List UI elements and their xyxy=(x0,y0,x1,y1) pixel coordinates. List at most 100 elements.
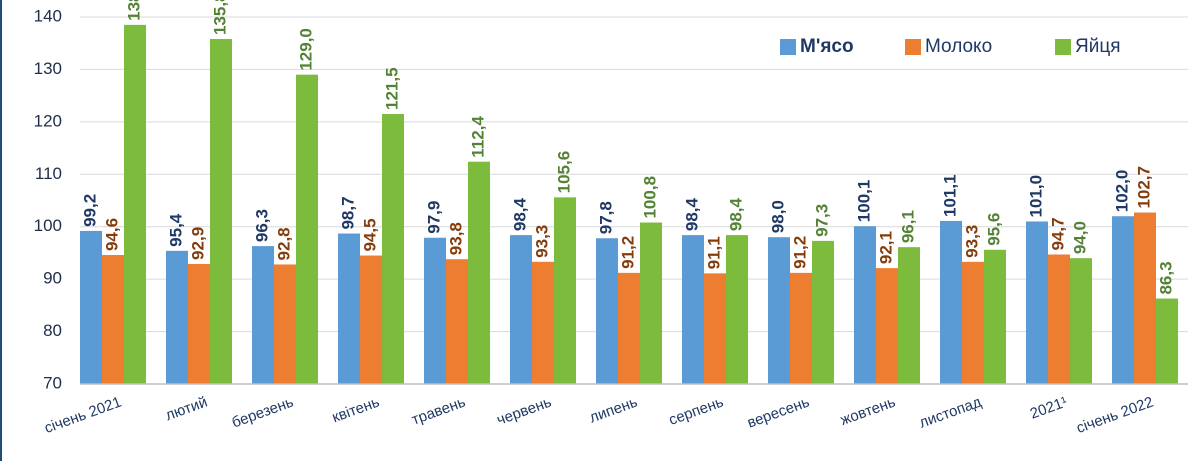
value-label: 94,5 xyxy=(360,218,379,251)
x-tick-label: січень 2021 xyxy=(42,394,124,438)
value-label: 92,9 xyxy=(188,227,207,260)
bar xyxy=(768,237,790,384)
value-label: 98,4 xyxy=(510,197,529,231)
value-label: 101,0 xyxy=(1026,175,1045,218)
value-label: 100,1 xyxy=(854,180,873,223)
y-tick-label: 110 xyxy=(35,164,62,183)
y-tick-label: 100 xyxy=(34,216,62,235)
value-label: 92,1 xyxy=(876,231,895,264)
x-tick-label: березень xyxy=(230,393,296,431)
bar xyxy=(1134,212,1156,384)
x-tick-label: жовтень xyxy=(838,393,898,429)
value-label: 93,3 xyxy=(532,225,551,258)
value-label: 138,5 xyxy=(124,0,143,21)
value-label: 94,7 xyxy=(1048,217,1067,250)
value-label: 91,1 xyxy=(704,236,723,269)
x-tick-label: лютий xyxy=(163,394,210,425)
legend-swatch xyxy=(780,39,796,55)
x-tick-label: серпень xyxy=(667,393,726,428)
legend-swatch xyxy=(905,39,921,55)
bar xyxy=(854,226,876,384)
bar xyxy=(382,113,404,384)
y-tick-label: 70 xyxy=(43,373,62,392)
bar xyxy=(188,263,210,384)
value-label: 102,0 xyxy=(1112,170,1131,213)
bar xyxy=(296,74,318,385)
bar xyxy=(1026,221,1048,384)
left-border xyxy=(0,0,2,461)
value-label: 91,2 xyxy=(790,236,809,269)
value-label: 98,4 xyxy=(682,197,701,231)
value-label: 112,4 xyxy=(468,116,487,158)
x-tick-label: липень xyxy=(587,393,640,426)
value-label: 97,9 xyxy=(424,201,443,234)
value-label: 94,0 xyxy=(1070,221,1089,254)
value-label: 95,6 xyxy=(984,213,1003,246)
bar xyxy=(898,247,920,384)
value-label: 100,8 xyxy=(640,176,659,219)
bar xyxy=(1048,254,1070,384)
bar xyxy=(704,273,726,384)
value-label: 97,3 xyxy=(812,204,831,237)
bar xyxy=(210,39,232,385)
legend-label: Молоко xyxy=(925,36,992,57)
value-label: 94,6 xyxy=(102,218,121,251)
bar xyxy=(510,235,532,384)
value-label: 86,3 xyxy=(1156,261,1175,294)
bar xyxy=(812,240,834,384)
y-tick-label: 120 xyxy=(34,111,62,130)
bar xyxy=(984,249,1006,384)
value-label: 102,7 xyxy=(1134,166,1153,209)
value-label: 98,4 xyxy=(726,197,745,231)
x-tick-label: квітень xyxy=(330,393,382,426)
value-label: 98,0 xyxy=(768,200,787,233)
value-label: 97,8 xyxy=(596,201,615,234)
bar xyxy=(532,261,554,384)
value-label: 95,4 xyxy=(166,213,185,247)
y-tick-label: 90 xyxy=(43,269,62,288)
bar xyxy=(424,237,446,384)
value-label: 135,8 xyxy=(210,0,229,35)
bar xyxy=(940,220,962,384)
value-label: 99,2 xyxy=(80,194,99,227)
legend-label: М'ясо xyxy=(800,36,854,57)
bar xyxy=(962,261,984,384)
bar xyxy=(274,264,296,384)
x-tick-label: 2021¹ xyxy=(1028,394,1070,423)
value-label: 93,8 xyxy=(446,222,465,255)
bar xyxy=(166,250,188,384)
bar xyxy=(338,233,360,384)
bar xyxy=(790,272,812,384)
y-tick-label: 80 xyxy=(43,321,62,340)
bar xyxy=(1112,216,1134,384)
bar xyxy=(468,161,490,384)
bar xyxy=(80,230,102,384)
bar xyxy=(360,255,382,384)
bar xyxy=(124,24,146,384)
legend-label: Яйця xyxy=(1075,36,1121,57)
value-label: 121,5 xyxy=(382,67,401,110)
value-label: 101,1 xyxy=(940,174,959,217)
x-tick-label: січень 2022 xyxy=(1074,394,1156,438)
bar xyxy=(618,272,640,384)
bar xyxy=(726,235,748,384)
value-label: 98,7 xyxy=(338,196,357,229)
value-label: 91,2 xyxy=(618,236,637,269)
value-label: 93,3 xyxy=(962,225,981,258)
x-tick-label: вересень xyxy=(745,393,812,431)
bar xyxy=(640,222,662,384)
value-label: 92,8 xyxy=(274,227,293,260)
bar xyxy=(252,246,274,384)
value-label: 129,0 xyxy=(296,28,315,71)
value-label: 96,3 xyxy=(252,209,271,242)
bar xyxy=(1156,298,1178,384)
bar xyxy=(682,235,704,384)
bar xyxy=(876,268,898,384)
bar xyxy=(554,197,576,384)
value-label: 96,1 xyxy=(898,210,917,243)
bar xyxy=(446,259,468,384)
y-tick-label: 130 xyxy=(34,59,62,78)
bar xyxy=(1070,258,1092,384)
x-tick-label: червень xyxy=(495,393,554,428)
